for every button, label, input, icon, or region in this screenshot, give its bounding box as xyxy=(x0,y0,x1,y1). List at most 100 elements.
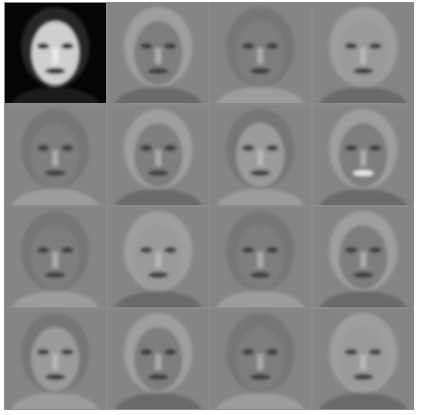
eye-region xyxy=(344,349,357,355)
eigenface-13-tile xyxy=(107,309,208,409)
eigenface-5-face-image xyxy=(114,109,202,205)
eye-region xyxy=(368,349,381,355)
mouth-region xyxy=(352,272,373,278)
mouth-region xyxy=(352,68,373,74)
eye-region xyxy=(61,43,74,49)
eigenface-1-face-image xyxy=(114,7,202,103)
nose-region xyxy=(52,354,59,370)
mouth-region xyxy=(147,68,168,74)
shoulders-region xyxy=(319,393,407,409)
nose-region xyxy=(154,354,161,370)
mouth-region xyxy=(250,272,271,278)
eigenface-15-face-image xyxy=(319,313,407,409)
eigenface-10-face-image xyxy=(216,211,304,307)
eye-region xyxy=(163,145,176,151)
eigenface-14-tile xyxy=(210,309,311,409)
mouth-region xyxy=(352,170,373,176)
eye-region xyxy=(266,349,279,355)
eye-region xyxy=(139,145,152,151)
nose-region xyxy=(359,252,366,268)
eigenface-8-tile xyxy=(5,207,106,307)
eigenface-4-tile xyxy=(5,105,106,205)
eigenface-5-tile xyxy=(107,105,208,205)
eye-region xyxy=(266,247,279,253)
eigenface-7-tile xyxy=(312,105,413,205)
eye-region xyxy=(37,349,50,355)
eye-region xyxy=(163,43,176,49)
nose-region xyxy=(257,150,264,166)
mean-face-tile xyxy=(5,3,106,103)
eigenface-11-tile xyxy=(312,207,413,307)
eigenface-6-tile xyxy=(210,105,311,205)
nose-region xyxy=(154,48,161,64)
eigenface-grid xyxy=(4,2,414,410)
eigenface-13-face-image xyxy=(114,313,202,409)
nose-region xyxy=(154,252,161,268)
nose-region xyxy=(257,252,264,268)
shoulders-region xyxy=(319,87,407,103)
shoulders-region xyxy=(11,87,99,103)
eigenface-2-face-image xyxy=(216,7,304,103)
nose-region xyxy=(52,150,59,166)
eye-region xyxy=(61,349,74,355)
eye-region xyxy=(266,145,279,151)
eye-region xyxy=(242,145,255,151)
eye-region xyxy=(61,145,74,151)
eye-region xyxy=(37,145,50,151)
eye-region xyxy=(368,145,381,151)
eye-region xyxy=(163,247,176,253)
eigenface-12-face-image xyxy=(11,313,99,409)
shoulders-region xyxy=(319,189,407,205)
nose-region xyxy=(257,354,264,370)
mouth-region xyxy=(147,374,168,380)
mean-face-face-image xyxy=(11,7,99,103)
eye-region xyxy=(139,247,152,253)
eigenface-6-face-image xyxy=(216,109,304,205)
eigenface-9-face-image xyxy=(114,211,202,307)
shoulders-region xyxy=(11,189,99,205)
eye-region xyxy=(242,349,255,355)
eigenface-3-face-image xyxy=(319,7,407,103)
nose-region xyxy=(257,48,264,64)
nose-region xyxy=(52,48,59,64)
eigenface-9-tile xyxy=(107,207,208,307)
mouth-region xyxy=(45,68,66,74)
mouth-region xyxy=(45,272,66,278)
shoulders-region xyxy=(114,393,202,409)
eye-region xyxy=(163,349,176,355)
eye-region xyxy=(37,247,50,253)
shoulders-region xyxy=(11,393,99,409)
eye-region xyxy=(368,247,381,253)
mouth-region xyxy=(147,170,168,176)
eye-region xyxy=(139,43,152,49)
eye-region xyxy=(242,43,255,49)
mouth-region xyxy=(250,170,271,176)
eigenface-4-face-image xyxy=(11,109,99,205)
mouth-region xyxy=(250,68,271,74)
shoulders-region xyxy=(114,87,202,103)
shoulders-region xyxy=(114,189,202,205)
eigenface-1-tile xyxy=(107,3,208,103)
nose-region xyxy=(359,48,366,64)
eigenface-12-tile xyxy=(5,309,106,409)
nose-region xyxy=(154,150,161,166)
shoulders-region xyxy=(11,291,99,307)
eigenface-11-face-image xyxy=(319,211,407,307)
nose-region xyxy=(52,252,59,268)
eigenface-15-tile xyxy=(312,309,413,409)
eye-region xyxy=(344,43,357,49)
eye-region xyxy=(37,43,50,49)
eye-region xyxy=(61,247,74,253)
nose-region xyxy=(359,150,366,166)
eye-region xyxy=(139,349,152,355)
shoulders-region xyxy=(216,87,304,103)
eye-region xyxy=(266,43,279,49)
eigenface-14-face-image xyxy=(216,313,304,409)
shoulders-region xyxy=(216,189,304,205)
shoulders-region xyxy=(319,291,407,307)
mouth-region xyxy=(45,170,66,176)
shoulders-region xyxy=(216,393,304,409)
mouth-region xyxy=(45,374,66,380)
eye-region xyxy=(344,145,357,151)
mouth-region xyxy=(147,272,168,278)
